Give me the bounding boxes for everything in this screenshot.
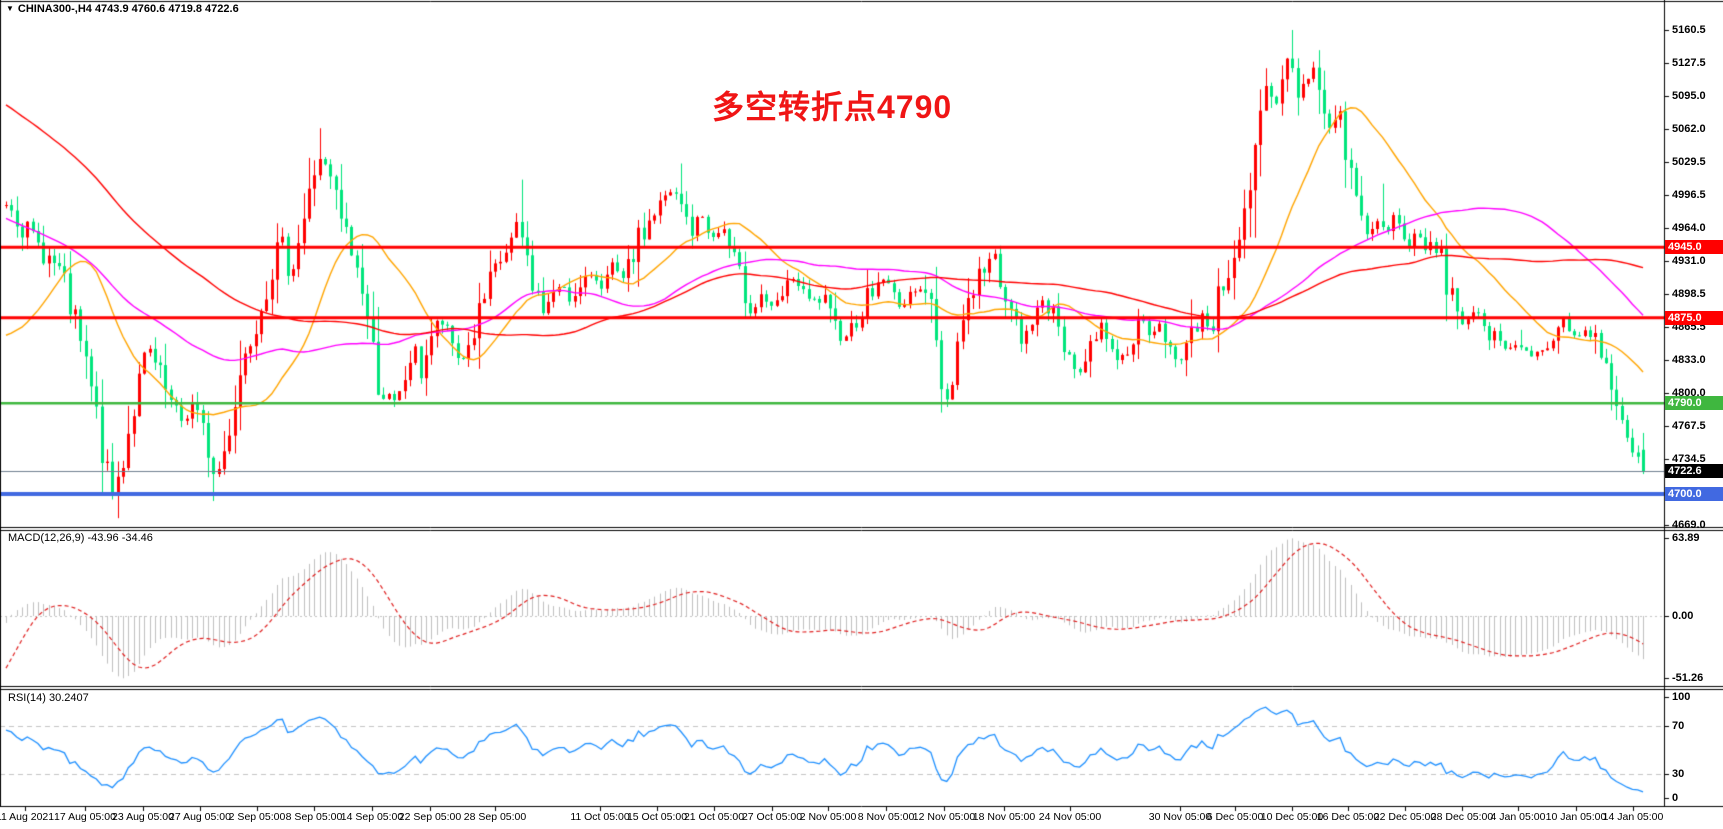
time-tick-label: 28 Dec 05:00 bbox=[1430, 811, 1494, 823]
time-tick-label: 16 Dec 05:00 bbox=[1316, 811, 1380, 823]
time-tick-label: 10 Jan 05:00 bbox=[1545, 811, 1607, 823]
time-tick-label: 18 Nov 05:00 bbox=[972, 811, 1036, 823]
price-tick-label: 5160.5 bbox=[1672, 24, 1706, 36]
price-tick-label: 5095.0 bbox=[1672, 89, 1706, 102]
time-tick-label: 28 Sep 05:00 bbox=[463, 811, 527, 823]
macd-scale-label: 63.89 bbox=[1672, 532, 1700, 545]
time-tick-label: 10 Dec 05:00 bbox=[1260, 811, 1324, 823]
rsi-indicator-label: RSI(14) 30.2407 bbox=[8, 692, 89, 704]
price-tick-label: 4734.5 bbox=[1672, 453, 1706, 466]
time-tick-label: 21 Oct 05:00 bbox=[683, 811, 745, 823]
price-level-label: 4700.0 bbox=[1665, 487, 1723, 501]
price-level-label: 4945.0 bbox=[1665, 240, 1723, 255]
price-tick-label: 4669.0 bbox=[1672, 519, 1706, 532]
price-tick-label: 5029.5 bbox=[1672, 155, 1706, 168]
price-tick-label: 5127.5 bbox=[1672, 57, 1706, 70]
time-tick-label: 14 Jan 05:00 bbox=[1602, 811, 1664, 823]
time-tick-label: 6 Dec 05:00 bbox=[1206, 811, 1264, 823]
time-tick-label: 12 Nov 05:00 bbox=[912, 811, 976, 823]
price-tick-label: 4898.5 bbox=[1672, 287, 1706, 300]
time-tick-label: 27 Oct 05:00 bbox=[741, 811, 803, 823]
time-tick-label: 15 Oct 05:00 bbox=[626, 811, 688, 823]
macd-indicator-label: MACD(12,26,9) -43.96 -34.46 bbox=[8, 532, 153, 544]
price-level-label: 4875.0 bbox=[1665, 310, 1723, 325]
time-tick-label: 30 Nov 05:00 bbox=[1148, 811, 1212, 823]
time-tick-label: 23 Aug 05:00 bbox=[112, 811, 174, 823]
time-tick-label: 8 Sep 05:00 bbox=[285, 811, 343, 823]
rsi-scale-label: 0 bbox=[1672, 792, 1679, 804]
macd-scale-label: -51.26 bbox=[1672, 672, 1704, 685]
time-tick-label: 11 Oct 05:00 bbox=[570, 811, 630, 823]
time-tick-label: 2 Sep 05:00 bbox=[228, 811, 286, 823]
price-tick-label: 4800.0 bbox=[1672, 387, 1706, 400]
time-tick-label: 4 Jan 05:00 bbox=[1490, 811, 1546, 823]
rsi-scale-label: 30 bbox=[1672, 768, 1685, 780]
symbol-ohlc-text: CHINA300-,H4 4743.9 4760.6 4719.8 4722.6 bbox=[17, 3, 239, 15]
price-tick-label: 4931.0 bbox=[1672, 255, 1706, 268]
price-level-label: 4790.0 bbox=[1665, 396, 1723, 411]
time-tick-label: 27 Aug 05:00 bbox=[169, 811, 231, 823]
price-tick-label: 4964.0 bbox=[1672, 221, 1706, 234]
time-tick-label: 2 Nov 05:00 bbox=[799, 811, 857, 823]
rsi-scale-label: 100 bbox=[1672, 691, 1691, 703]
time-tick-label: 11 Aug 2021 bbox=[0, 811, 55, 823]
symbol-dropdown-icon[interactable]: ▼ bbox=[6, 4, 14, 13]
chart-annotation-text: 多空转折点4790 bbox=[712, 89, 953, 125]
time-tick-label: 17 Aug 05:00 bbox=[54, 811, 116, 823]
time-tick-label: 24 Nov 05:00 bbox=[1038, 811, 1102, 823]
macd-scale-label: 0.00 bbox=[1672, 610, 1694, 622]
time-tick-label: 8 Nov 05:00 bbox=[857, 811, 915, 823]
rsi-scale-label: 70 bbox=[1672, 720, 1685, 732]
price-level-label: 4722.6 bbox=[1665, 464, 1723, 479]
time-tick-label: 22 Sep 05:00 bbox=[398, 811, 462, 823]
price-tick-label: 4833.0 bbox=[1672, 353, 1706, 366]
time-tick-label: 14 Sep 05:00 bbox=[340, 811, 404, 823]
time-tick-label: 22 Dec 05:00 bbox=[1373, 811, 1437, 823]
price-tick-label: 4996.5 bbox=[1672, 189, 1706, 202]
price-tick-label: 4767.5 bbox=[1672, 419, 1706, 432]
chart-symbol-title[interactable]: ▼ CHINA300-,H4 4743.9 4760.6 4719.8 4722.… bbox=[6, 3, 239, 15]
price-tick-label: 5062.0 bbox=[1672, 123, 1706, 136]
